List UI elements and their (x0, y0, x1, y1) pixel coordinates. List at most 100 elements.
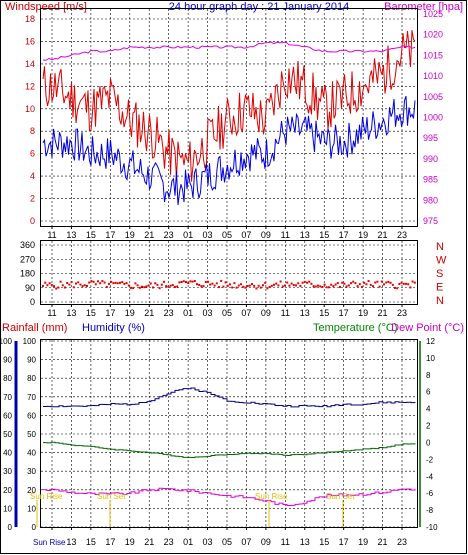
direction-point (130, 286, 132, 289)
direction-point (145, 285, 148, 288)
direction-point (48, 282, 51, 285)
direction-point (411, 280, 414, 283)
direction-point (288, 284, 291, 287)
direction-point (352, 280, 355, 283)
direction-point (367, 280, 370, 283)
direction-point (317, 284, 319, 287)
direction-point (407, 283, 410, 286)
x-tick-label: 11 (47, 308, 56, 318)
direction-point (297, 282, 300, 285)
wind-y-tick: 12 (25, 81, 35, 91)
direction-y-tick: 270 (20, 254, 35, 264)
direction-point (301, 281, 304, 284)
x-tick-label: 13 (300, 308, 310, 318)
direction-point (92, 280, 95, 283)
x-tick-label: 15 (319, 537, 329, 547)
direction-point (68, 283, 71, 286)
direction-point (343, 282, 346, 285)
rainfall-y-tick: 10 (3, 504, 12, 513)
x-tick-label: 17 (105, 230, 115, 240)
baro-y-tick: 975 (423, 216, 438, 226)
direction-panel-frame (40, 240, 418, 305)
baro-y-tick: 1005 (423, 92, 443, 102)
x-tick-label: 07 (241, 537, 251, 547)
direction-point (253, 284, 256, 287)
compass-label: N (436, 241, 444, 253)
direction-point (156, 283, 159, 286)
direction-point (328, 286, 330, 289)
direction-point (350, 282, 352, 285)
direction-point (248, 284, 251, 287)
direction-point (59, 280, 62, 283)
direction-point (81, 285, 84, 288)
x-tick-label: 03 (203, 230, 213, 240)
direction-point (189, 280, 192, 283)
direction-point (180, 280, 183, 283)
wind-y-tick: 0 (30, 216, 35, 226)
temperature-y-tick: -8 (426, 506, 434, 515)
direction-point (334, 283, 337, 286)
direction-point (112, 282, 115, 285)
compass-label: N (436, 295, 444, 307)
x-tick-label: 19 (125, 308, 135, 318)
direction-point (270, 284, 273, 287)
direction-point (105, 285, 108, 288)
direction-point (53, 285, 55, 288)
baro-y-tick: 1015 (423, 50, 443, 60)
wind-y-tick: 14 (25, 59, 35, 69)
direction-point (174, 285, 176, 288)
direction-point (226, 284, 229, 287)
x-tick-label: 13 (300, 537, 310, 547)
direction-point (222, 285, 225, 288)
direction-point (240, 283, 242, 286)
direction-point (275, 282, 278, 285)
sun-rise-label-2: Sun Rise (255, 492, 288, 501)
baro-y-tick: 980 (423, 195, 438, 205)
x-tick-label: 13 (300, 230, 310, 240)
direction-point (165, 285, 168, 288)
direction-point (132, 287, 135, 290)
direction-point (323, 283, 326, 286)
x-tick-label: 11 (47, 230, 56, 240)
baro-y-tick: 1020 (423, 30, 443, 40)
direction-point (358, 283, 361, 286)
temperature-y-tick: -6 (426, 489, 434, 498)
x-tick-label: 15 (319, 308, 329, 318)
x-tick-label: 17 (339, 537, 349, 547)
direction-point (345, 285, 348, 288)
humidity-y-tick: 90 (27, 356, 36, 365)
direction-point (200, 285, 203, 288)
direction-point (176, 285, 179, 288)
direction-point (361, 286, 363, 289)
temperature-label: Temperature (°C) (313, 322, 397, 334)
data-series (42, 30, 416, 506)
direction-point (46, 284, 49, 287)
direction-point (325, 286, 328, 289)
x-tick-label: 15 (86, 230, 96, 240)
direction-point (347, 284, 350, 287)
direction-point (378, 285, 381, 288)
x-tick-label: 05 (222, 230, 232, 240)
direction-point (321, 286, 324, 289)
x-tick-label: 01 (183, 537, 193, 547)
direction-point (79, 283, 82, 286)
humidity-y-tick: 10 (27, 504, 36, 513)
x-tick-label: 21 (144, 308, 154, 318)
temperature-y-tick: 6 (426, 388, 431, 397)
rainfall-y-tick: 30 (3, 467, 12, 476)
direction-point (83, 284, 86, 287)
x-tick-label: 21 (378, 537, 388, 547)
direction-point (193, 280, 196, 283)
wind-y-tick: 2 (30, 194, 35, 204)
wind-y-tick: 6 (30, 149, 35, 159)
direction-point (389, 281, 392, 284)
direction-point (123, 282, 126, 285)
x-tick-label: 01 (183, 230, 193, 240)
direction-point (292, 284, 295, 287)
temperature-y-tick: 2 (426, 422, 431, 431)
x-tick-label: 11 (281, 537, 290, 547)
direction-y-tick: 180 (20, 269, 35, 279)
direction-point (281, 285, 284, 288)
direction-point (204, 280, 207, 283)
